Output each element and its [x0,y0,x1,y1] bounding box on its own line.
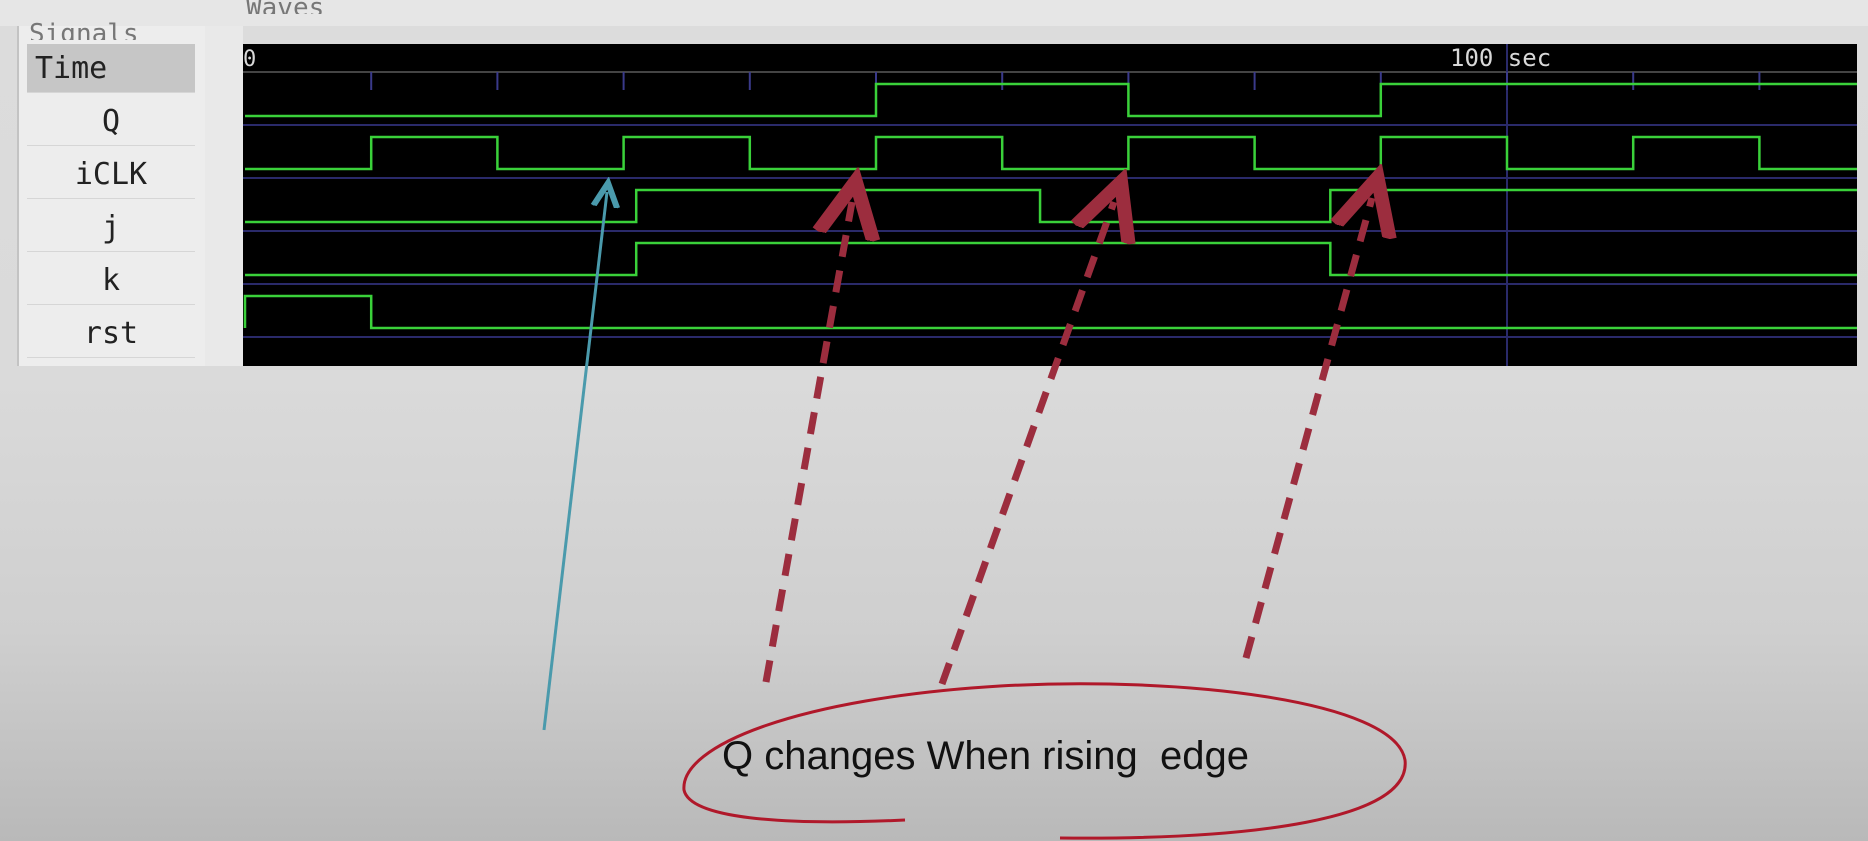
solid-arrow [542,192,607,731]
waveform-q [245,82,1857,118]
waves-panel-title: Waves [246,0,324,14]
waveform-k [245,241,1857,277]
waveform-rst [243,294,1857,330]
signal-rst[interactable]: rst [27,309,195,358]
signals-panel: Signals Time Q iCLK j k rst [17,20,207,366]
waveform-traces [243,82,1857,330]
waves-gutter [205,26,243,366]
signals-panel-title: Signals [29,20,139,40]
waveform-iclk [245,135,1857,171]
signal-iclk[interactable]: iCLK [27,150,195,199]
signal-k[interactable]: k [27,256,195,305]
timeline-marker-label: 100 sec [1450,44,1551,72]
signal-j[interactable]: j [27,203,195,252]
waveform-canvas[interactable]: 0 100 sec [243,44,1857,366]
waveform-background [243,44,1857,366]
annotation-ellipse [682,682,1407,840]
signal-time[interactable]: Time [27,44,195,93]
dashed-arrow-2 [938,202,1114,686]
waveform-grid [243,44,1857,366]
timeline-start-label: 0 [243,47,256,72]
annotation-caption: Q changes When rising edge [722,734,1249,778]
waveform-j [245,188,1857,224]
dashed-arrow-1 [762,202,852,683]
title-strip [0,0,1868,26]
dashed-arrow-3 [1242,198,1372,659]
signal-q[interactable]: Q [27,97,195,146]
